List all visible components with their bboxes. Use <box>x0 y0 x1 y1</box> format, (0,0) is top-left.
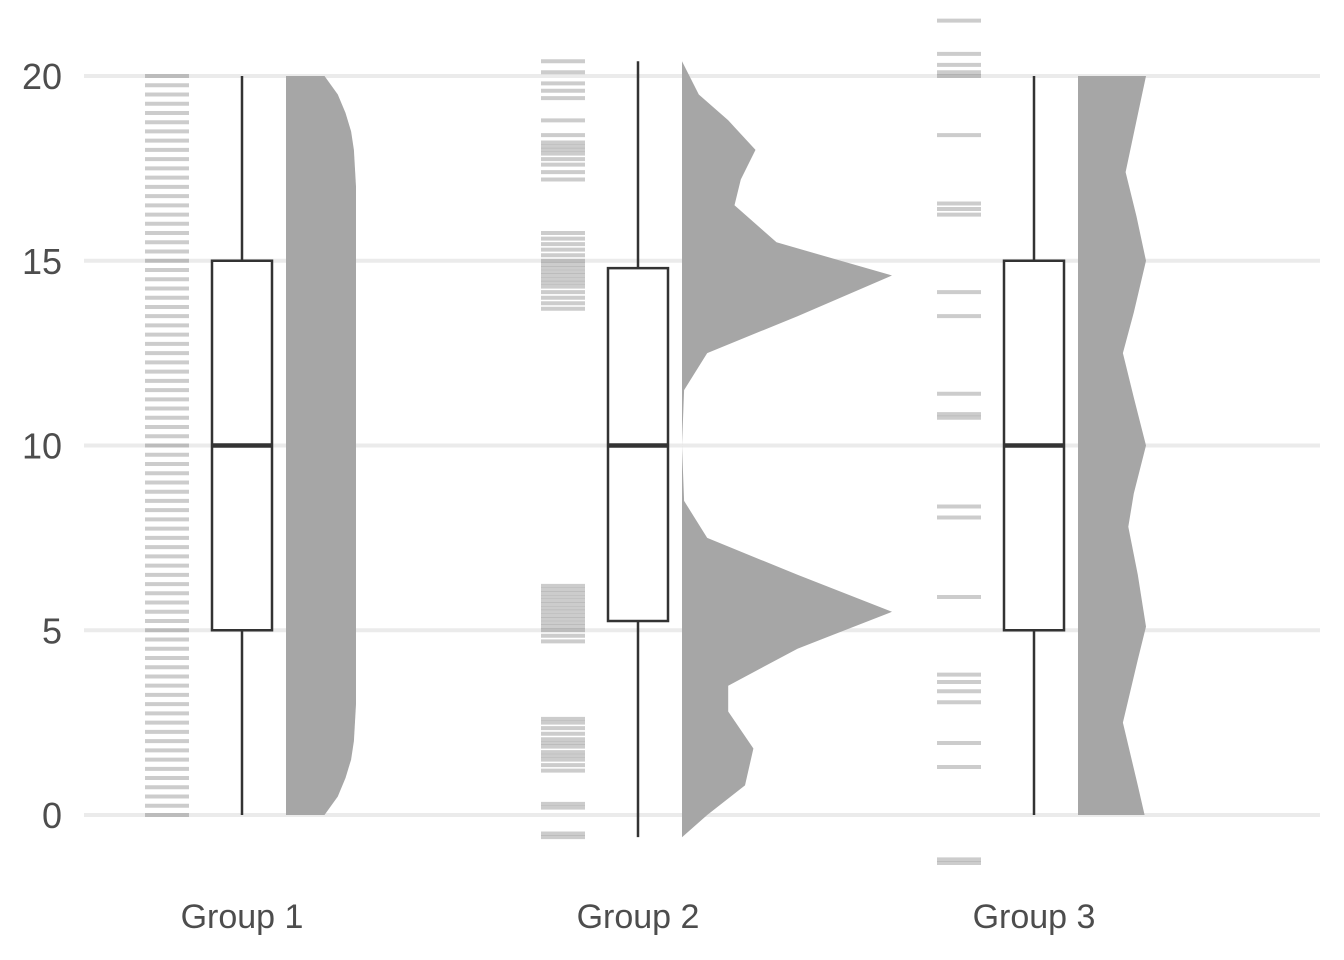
y-tick-label: 10 <box>22 426 62 467</box>
density-shape <box>286 76 356 815</box>
y-axis-tick-labels: 0 5 10 15 20 <box>22 56 62 836</box>
x-category-label: Group 1 <box>181 898 304 936</box>
density-shape <box>682 61 892 838</box>
y-tick-label: 15 <box>22 241 62 282</box>
plot-groups <box>145 18 1146 866</box>
x-category-label: Group 2 <box>577 898 700 936</box>
x-axis-category-labels: Group 1 Group 2 Group 3 <box>181 898 1096 936</box>
y-tick-label: 5 <box>42 610 62 651</box>
group-3 <box>937 18 1146 866</box>
group-2 <box>541 59 892 840</box>
x-category-label: Group 3 <box>973 898 1096 936</box>
group-1 <box>145 74 356 817</box>
y-tick-label: 20 <box>22 56 62 97</box>
density-shape <box>1078 76 1146 815</box>
y-tick-label: 0 <box>42 795 62 836</box>
